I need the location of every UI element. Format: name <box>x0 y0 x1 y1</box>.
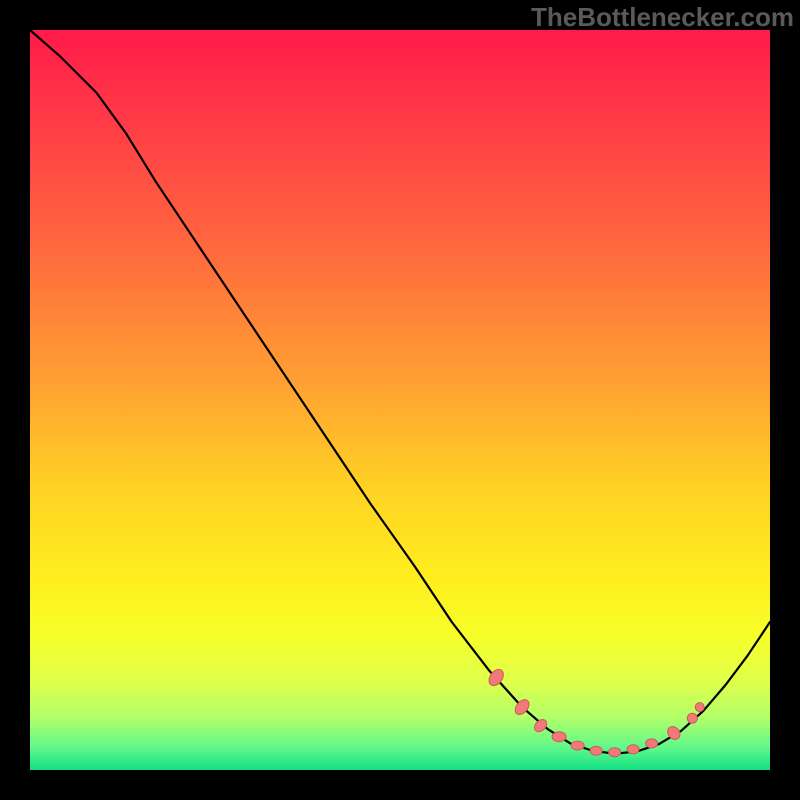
marker-point <box>609 748 621 757</box>
gradient-background <box>30 30 770 770</box>
marker-point <box>571 741 584 750</box>
marker-point <box>590 746 602 755</box>
marker-point <box>627 745 639 754</box>
chart-container: TheBottlenecker.com <box>0 0 800 800</box>
watermark-text: TheBottlenecker.com <box>531 2 794 33</box>
marker-point <box>646 739 658 748</box>
marker-point <box>687 713 697 723</box>
marker-point <box>695 703 704 712</box>
plot-svg <box>0 0 800 800</box>
marker-point <box>552 732 566 742</box>
